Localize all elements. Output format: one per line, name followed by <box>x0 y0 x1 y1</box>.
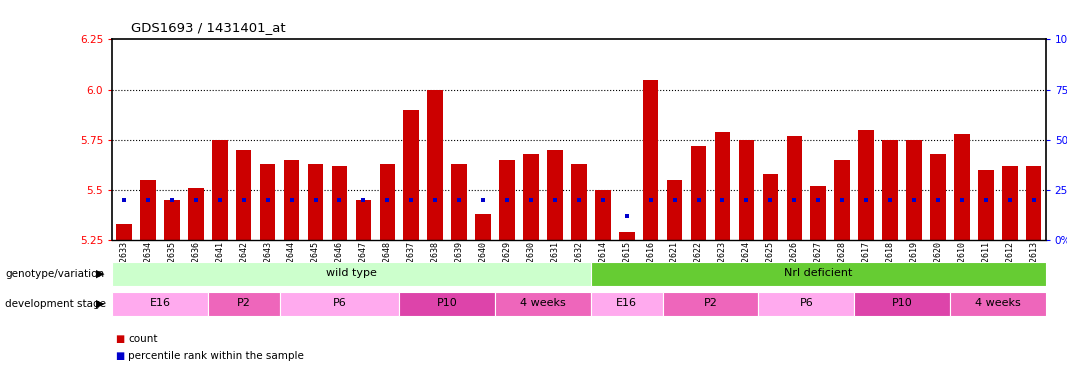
Bar <box>260 164 275 240</box>
Bar <box>499 160 514 240</box>
Bar <box>112 292 208 316</box>
Bar <box>332 166 347 240</box>
Bar <box>380 164 395 240</box>
Bar <box>451 164 467 240</box>
Text: 4 weeks: 4 weeks <box>975 298 1021 308</box>
Text: E16: E16 <box>617 298 637 308</box>
Bar <box>403 110 419 240</box>
Bar <box>811 186 826 240</box>
Bar <box>906 140 922 240</box>
Bar <box>619 232 635 240</box>
Bar <box>188 188 204 240</box>
Bar <box>236 150 252 240</box>
Bar <box>428 90 443 240</box>
Text: P10: P10 <box>892 298 912 308</box>
Text: percentile rank within the sample: percentile rank within the sample <box>128 351 304 361</box>
Bar <box>763 174 778 240</box>
Bar <box>858 130 874 240</box>
Bar <box>715 132 730 240</box>
Bar <box>208 292 280 316</box>
Text: ▶: ▶ <box>96 299 105 309</box>
Bar <box>1025 166 1041 240</box>
Bar <box>112 262 591 286</box>
Bar <box>140 180 156 240</box>
Text: Nrl deficient: Nrl deficient <box>784 268 853 278</box>
Bar <box>591 262 1046 286</box>
Bar <box>1002 166 1018 240</box>
Bar <box>475 214 491 240</box>
Bar <box>164 200 179 240</box>
Text: ■: ■ <box>115 351 125 361</box>
Text: genotype/variation: genotype/variation <box>5 269 105 279</box>
Bar <box>690 146 706 240</box>
Bar <box>882 140 897 240</box>
Bar <box>786 136 802 240</box>
Bar <box>759 292 855 316</box>
Text: development stage: development stage <box>5 299 107 309</box>
Bar <box>399 292 495 316</box>
Text: count: count <box>128 334 158 344</box>
Bar <box>950 292 1046 316</box>
Text: P6: P6 <box>799 298 813 308</box>
Text: 4 weeks: 4 weeks <box>520 298 566 308</box>
Bar <box>643 80 658 240</box>
Text: ■: ■ <box>115 334 125 344</box>
Bar <box>855 292 950 316</box>
Text: P10: P10 <box>436 298 458 308</box>
Bar <box>591 292 663 316</box>
Bar <box>547 150 562 240</box>
Text: wild type: wild type <box>327 268 377 278</box>
Bar <box>738 140 754 240</box>
Bar <box>571 164 587 240</box>
Bar <box>978 170 993 240</box>
Bar <box>663 292 759 316</box>
Text: P2: P2 <box>237 298 251 308</box>
Bar <box>523 154 539 240</box>
Bar <box>595 190 610 240</box>
Bar <box>280 292 399 316</box>
Bar <box>667 180 683 240</box>
Text: P6: P6 <box>333 298 347 308</box>
Text: ▶: ▶ <box>96 269 105 279</box>
Bar <box>834 160 850 240</box>
Text: E16: E16 <box>149 298 171 308</box>
Bar <box>355 200 371 240</box>
Bar <box>116 224 132 240</box>
Bar <box>212 140 227 240</box>
Text: P2: P2 <box>703 298 717 308</box>
Bar <box>495 292 591 316</box>
Text: GDS1693 / 1431401_at: GDS1693 / 1431401_at <box>131 21 285 34</box>
Bar <box>954 134 970 240</box>
Bar <box>284 160 300 240</box>
Bar <box>307 164 323 240</box>
Bar <box>930 154 945 240</box>
